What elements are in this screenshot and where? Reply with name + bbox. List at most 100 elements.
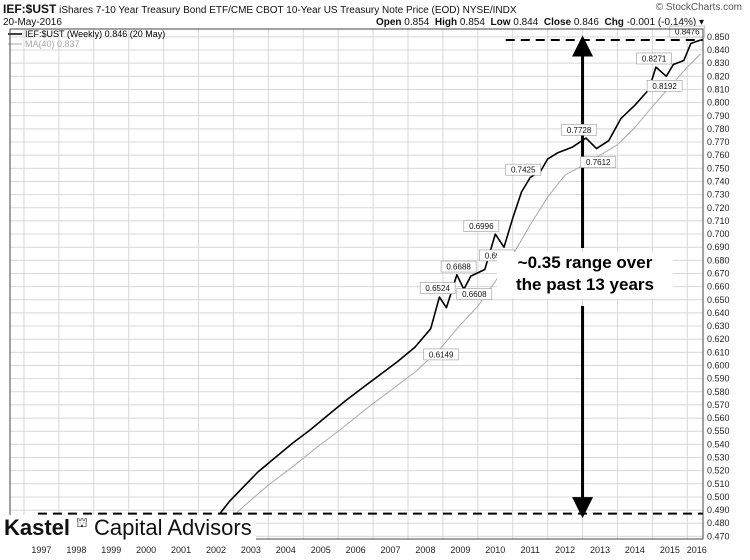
y-tick-label: 0.650 bbox=[707, 295, 730, 305]
callout-line-1: ~0.35 range over bbox=[517, 253, 653, 272]
y-tick-label: 0.720 bbox=[707, 203, 730, 213]
y-tick-label: 0.690 bbox=[707, 242, 730, 252]
legend-ma-label: MA(40) 0.837 bbox=[25, 39, 80, 49]
ohlc-readout: Open 0.854 High 0.854 Low 0.844 Close 0.… bbox=[376, 17, 704, 28]
annotation-value: 0.8271 bbox=[642, 54, 667, 63]
legend-price-label: IEF:$UST (Weekly) 0.846 (20 May) bbox=[25, 29, 165, 39]
chart-description: iShares 7-10 Year Treasury Bond ETF/CME … bbox=[59, 5, 517, 16]
y-tick-label: 0.810 bbox=[707, 84, 730, 94]
close-label: Close bbox=[543, 17, 572, 28]
annotation-label: 0.8192 bbox=[646, 80, 683, 92]
callout-line-2: the past 13 years bbox=[516, 275, 654, 294]
x-tick-label: 2007 bbox=[381, 545, 401, 555]
chevron-down-icon[interactable]: ▾ bbox=[698, 17, 704, 28]
close-value: 0.846 bbox=[573, 17, 599, 28]
annotation-box bbox=[463, 220, 500, 232]
y-tick-label: 0.770 bbox=[707, 137, 730, 147]
y-tick-label: 0.800 bbox=[707, 98, 730, 108]
annotation-box bbox=[419, 282, 456, 294]
x-tick-label: 2005 bbox=[311, 545, 331, 555]
annotation-box bbox=[456, 288, 493, 300]
y-tick-label: 0.820 bbox=[707, 71, 730, 81]
x-tick-label: 1999 bbox=[101, 545, 121, 555]
range-callout: ~0.35 range over the past 13 years bbox=[497, 252, 673, 298]
y-tick-label: 0.550 bbox=[707, 426, 730, 436]
annotation-label: 0.6996 bbox=[463, 220, 500, 232]
annotation-value: 0.8192 bbox=[652, 82, 677, 91]
y-tick-label: 0.700 bbox=[707, 229, 730, 239]
x-tick-label: 2001 bbox=[171, 545, 191, 555]
high-label: High bbox=[434, 17, 458, 28]
annotation-label: 0.6524 bbox=[419, 282, 456, 294]
x-tick-label: 2013 bbox=[590, 545, 610, 555]
chg-label: Chg bbox=[604, 17, 624, 28]
open-label: Open bbox=[375, 17, 402, 28]
y-tick-label: 0.830 bbox=[707, 58, 730, 68]
x-tick-label: 2012 bbox=[555, 545, 575, 555]
x-tick-label: 2011 bbox=[521, 545, 540, 555]
y-tick-label: 0.750 bbox=[707, 163, 730, 173]
y-tick-label: 0.620 bbox=[707, 334, 730, 344]
stockcharts-brand: © StockCharts.com bbox=[655, 2, 742, 13]
x-axis: 1997 1998 1999 2000 2001 2002 2003 2004 2005 2006… bbox=[31, 545, 706, 555]
y-tick-label: 0.630 bbox=[707, 321, 730, 331]
symbol: IEF:$UST bbox=[3, 2, 57, 16]
annotation-box bbox=[505, 163, 542, 176]
chg-value: -0.001 (-0.14%) bbox=[626, 17, 697, 28]
y-tick-label: 0.480 bbox=[707, 518, 730, 528]
y-tick-label: 0.490 bbox=[707, 505, 730, 515]
low-value: 0.844 bbox=[513, 17, 539, 28]
y-tick-label: 0.850 bbox=[707, 32, 730, 42]
x-tick-label: 1997 bbox=[31, 545, 51, 555]
annotation-value: 0.6524 bbox=[425, 284, 450, 293]
y-tick-label: 0.520 bbox=[707, 466, 730, 476]
annotation-value: 0.7612 bbox=[586, 158, 611, 167]
y-axis: 0.470 0.480 0.490 0.500 0.510 0.520 0.530 0.540… bbox=[707, 32, 730, 541]
x-tick-label: 2003 bbox=[241, 545, 261, 555]
y-tick-label: 0.560 bbox=[707, 413, 730, 423]
x-tick-label: 2008 bbox=[415, 545, 435, 555]
annotation-label: 0.6608 bbox=[456, 288, 493, 300]
annotation-value: 0.7728 bbox=[567, 126, 592, 135]
y-tick-label: 0.660 bbox=[707, 282, 730, 292]
y-tick-label: 0.570 bbox=[707, 400, 730, 410]
open-value: 0.854 bbox=[404, 17, 430, 28]
legend: IEF:$UST (Weekly) 0.846 (20 May) MA(40) … bbox=[8, 29, 165, 49]
y-tick-label: 0.470 bbox=[707, 531, 730, 541]
y-tick-label: 0.540 bbox=[707, 439, 730, 449]
x-tick-label: 1998 bbox=[66, 545, 86, 555]
annotation-value: 0.8476 bbox=[675, 28, 700, 37]
y-tick-label: 0.640 bbox=[707, 308, 730, 318]
annotation-box bbox=[646, 80, 683, 92]
y-tick-label: 0.530 bbox=[707, 453, 730, 463]
x-tick-label: 2000 bbox=[136, 545, 156, 555]
x-tick-label: 2006 bbox=[346, 545, 366, 555]
annotation-box bbox=[561, 124, 597, 136]
annotation-label: 0.7612 bbox=[580, 156, 617, 168]
x-tick-label: 2010 bbox=[485, 545, 505, 555]
y-tick-label: 0.500 bbox=[707, 492, 730, 502]
y-tick-label: 0.760 bbox=[707, 150, 730, 160]
plot-frame bbox=[9, 28, 704, 540]
x-tick-label: 2016 bbox=[687, 545, 707, 555]
annotation-layer: 0.8476 0.8271 0.8192 0.7728 0.7612 0.7425 0.69… bbox=[419, 25, 706, 361]
grid bbox=[10, 29, 703, 539]
x-tick-label: 2004 bbox=[276, 545, 296, 555]
series-layer bbox=[218, 39, 701, 527]
high-value: 0.854 bbox=[459, 17, 485, 28]
annotation-label: 0.7728 bbox=[561, 124, 597, 136]
low-label: Low bbox=[490, 17, 511, 28]
annotation-label: 0.7425 bbox=[505, 163, 542, 176]
y-tick-label: 0.510 bbox=[707, 479, 730, 489]
annotation-box bbox=[636, 52, 672, 65]
y-tick-label: 0.610 bbox=[707, 347, 730, 357]
logo-bold-text: Kastel bbox=[4, 515, 71, 540]
y-tick-label: 0.680 bbox=[707, 255, 730, 265]
x-tick-label: 2014 bbox=[625, 545, 645, 555]
price-line bbox=[218, 39, 701, 515]
y-tick-label: 0.730 bbox=[707, 190, 730, 200]
chart-date: 20-May-2016 bbox=[3, 17, 62, 28]
annotation-box bbox=[440, 260, 477, 273]
annotation-value: 0.6608 bbox=[462, 290, 487, 299]
